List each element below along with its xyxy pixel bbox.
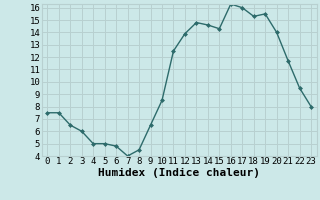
X-axis label: Humidex (Indice chaleur): Humidex (Indice chaleur) (98, 168, 260, 178)
